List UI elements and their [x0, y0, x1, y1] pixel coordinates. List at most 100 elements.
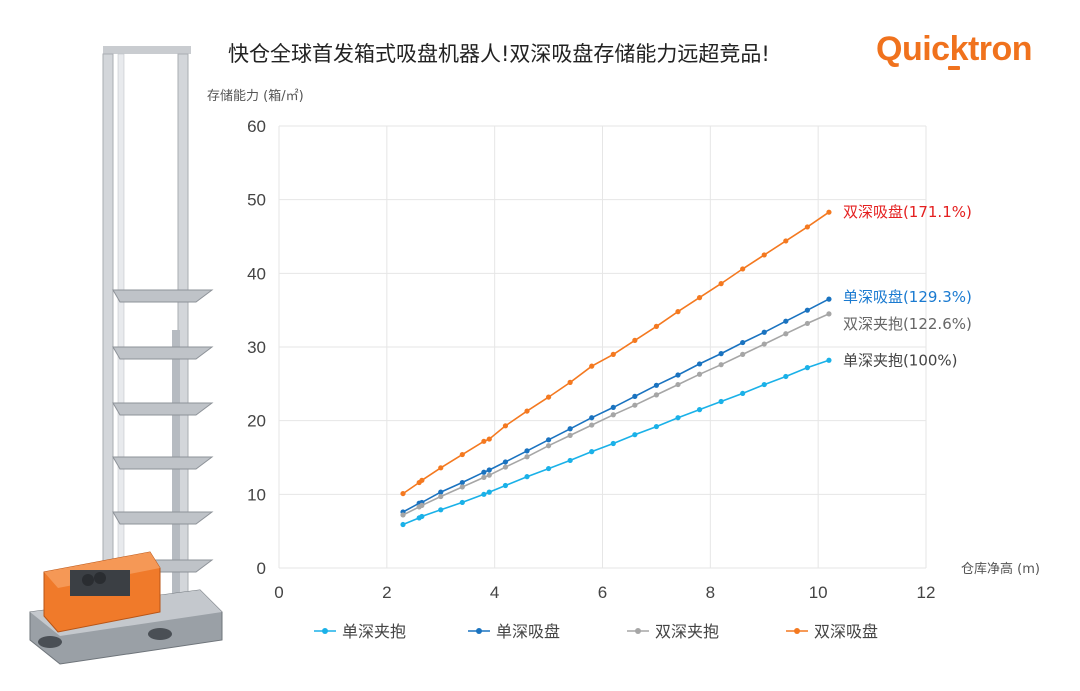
x-tick-label: 10 [809, 583, 828, 602]
data-point [545, 465, 552, 472]
end-label-layer: 单深夹抱(100%) 单深吸盘(129.3%) 双深夹抱(122.6%) 双深吸盘(1… [843, 203, 972, 369]
data-point [610, 351, 616, 357]
data-point [696, 361, 703, 367]
series-end-label: 双深吸盘(171.1%) [843, 203, 972, 221]
data-point [481, 469, 487, 475]
data-point [459, 484, 465, 490]
y-tick-label: 30 [247, 338, 266, 357]
y-tick-label: 60 [247, 117, 266, 136]
data-point [826, 209, 832, 215]
series-end-label: 单深吸盘(129.3%) [843, 288, 972, 306]
data-point [740, 390, 746, 397]
data-point [675, 372, 681, 378]
data-point [524, 454, 530, 460]
data-point [653, 392, 660, 398]
data-point [419, 502, 425, 508]
legend-swatch-dot [794, 628, 800, 634]
data-point [783, 318, 789, 324]
x-tick-label: 6 [598, 583, 607, 602]
data-point [610, 440, 616, 447]
data-point [524, 448, 530, 454]
data-point [589, 415, 595, 421]
data-point [718, 351, 724, 357]
x-tick-label: 12 [917, 583, 936, 602]
data-point [567, 379, 573, 385]
robot-illustration [29, 46, 223, 665]
data-point [804, 307, 810, 313]
data-point [653, 323, 660, 329]
data-point [486, 467, 492, 473]
x-axis-label: 仓库净高 (m) [961, 561, 1040, 577]
data-point [783, 238, 789, 244]
y-tick-label: 20 [247, 412, 266, 431]
data-point [438, 507, 444, 513]
data-point [675, 415, 681, 421]
x-tick-label: 0 [274, 583, 283, 602]
data-point [567, 432, 573, 438]
data-point [589, 363, 595, 369]
data-point [438, 465, 444, 471]
y-tick-label: 50 [247, 191, 266, 210]
grid-layer [278, 125, 927, 569]
y-axis-label: 存储能力 (箱/㎡) [207, 88, 304, 104]
y-tick-label: 10 [247, 485, 266, 504]
y-tick-label: 40 [247, 264, 266, 283]
data-point [675, 381, 681, 388]
data-point [696, 295, 703, 301]
data-point [459, 499, 465, 506]
data-point [696, 371, 703, 377]
data-point [400, 512, 406, 518]
data-point [438, 493, 444, 500]
data-point [400, 521, 406, 528]
data-point [589, 422, 595, 428]
data-point [761, 341, 767, 347]
data-point [481, 491, 487, 497]
data-point [696, 407, 703, 413]
data-point [740, 351, 746, 357]
data-point [486, 436, 492, 442]
data-point [567, 457, 573, 464]
data-point [545, 394, 552, 400]
data-point [524, 408, 530, 414]
legend-swatch-dot [476, 628, 482, 634]
data-point [486, 472, 492, 478]
series-end-label: 双深夹抱(122.6%) [843, 315, 972, 333]
data-point [826, 311, 832, 317]
data-point [675, 309, 681, 315]
legend-label: 双深吸盘 [814, 622, 878, 641]
data-point [804, 320, 810, 327]
data-point [438, 489, 444, 495]
data-point [419, 513, 425, 520]
data-point [502, 459, 509, 465]
data-point [718, 362, 724, 368]
legend-layer: 单深夹抱 单深吸盘 双深夹抱 双深吸盘 [314, 622, 878, 641]
data-point [486, 489, 492, 495]
data-point [653, 423, 660, 430]
x-tick-label: 2 [382, 583, 391, 602]
data-point [502, 423, 509, 429]
logo-underline-mark [948, 66, 960, 70]
data-point [502, 464, 509, 470]
data-point [502, 482, 509, 489]
data-point [632, 337, 638, 343]
data-point [524, 474, 530, 480]
data-point [740, 266, 746, 272]
series-end-label: 单深夹抱(100%) [843, 351, 958, 369]
data-point [545, 437, 552, 443]
legend-swatch-dot [322, 628, 328, 634]
data-point [400, 490, 406, 497]
data-point [718, 398, 724, 405]
data-point [632, 402, 638, 408]
axis-layer: 0 10 20 30 40 50 60 0 2 4 6 8 10 12 [247, 117, 935, 602]
data-point [481, 474, 487, 480]
data-point [783, 331, 789, 337]
data-point [826, 357, 832, 363]
data-point [632, 393, 638, 399]
data-point [610, 412, 616, 418]
data-point [459, 479, 465, 486]
legend-label: 单深夹抱 [342, 622, 406, 641]
data-point [610, 404, 616, 411]
data-point [804, 224, 810, 230]
legend-label: 双深夹抱 [655, 622, 719, 641]
